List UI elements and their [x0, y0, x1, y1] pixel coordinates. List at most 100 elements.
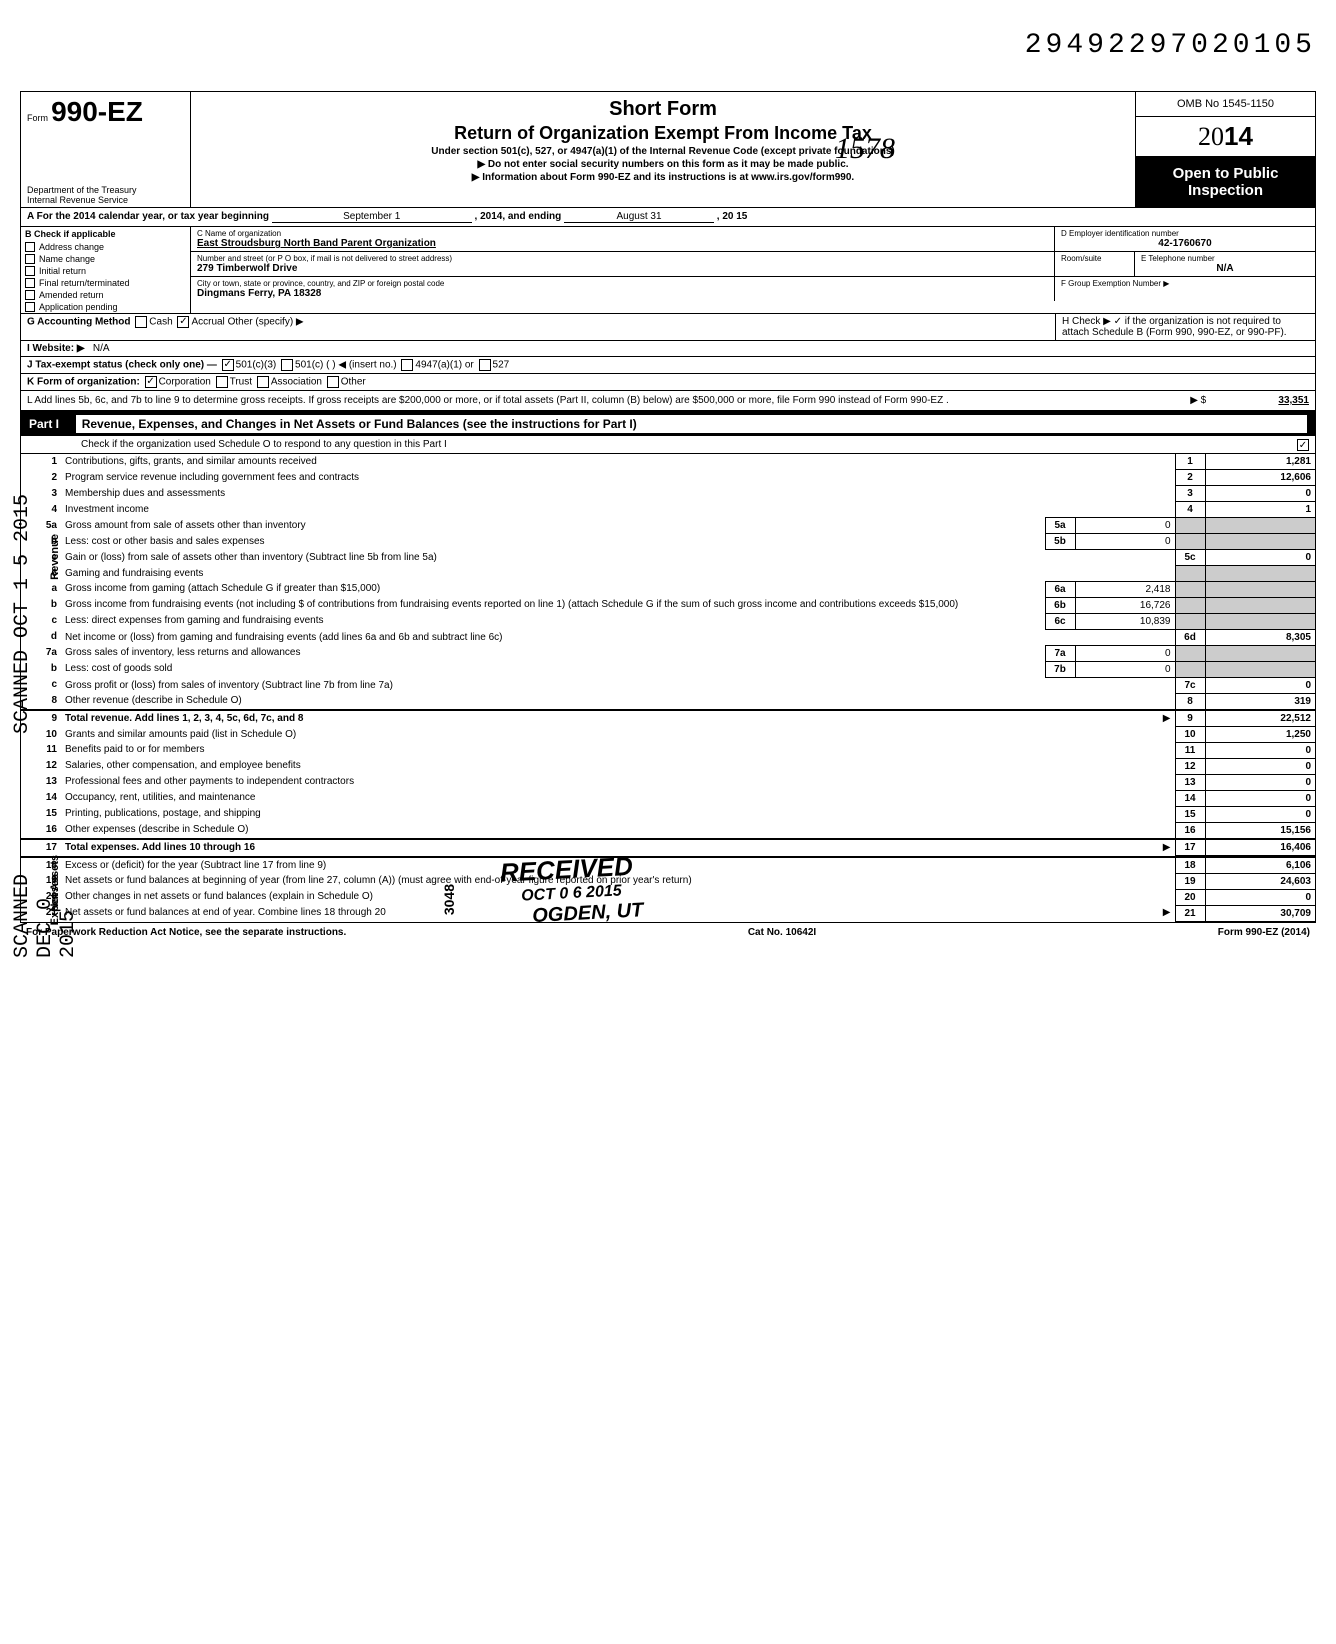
- ein-value: 42-1760670: [1061, 238, 1309, 249]
- chk-cash[interactable]: [135, 316, 147, 328]
- tax-year-end[interactable]: August 31: [564, 211, 714, 223]
- chk-501c3[interactable]: ✓: [222, 359, 234, 371]
- chk-application-pending[interactable]: Application pending: [21, 301, 190, 313]
- chk-final-return[interactable]: Final return/terminated: [21, 277, 190, 289]
- footer: For Paperwork Reduction Act Notice, see …: [20, 923, 1316, 942]
- stamp-3048: 3048: [441, 884, 457, 915]
- line-12: 12Salaries, other compensation, and empl…: [21, 758, 1315, 774]
- stamp-scanned-oct: SCANNED OCT 1 5 2015: [11, 494, 34, 734]
- line-7a: 7a Gross sales of inventory, less return…: [21, 645, 1315, 661]
- subtitle-section: Under section 501(c), 527, or 4947(a)(1)…: [199, 146, 1127, 157]
- stamp-1578: 1578: [835, 132, 895, 166]
- part-1-header: Part I Revenue, Expenses, and Changes in…: [21, 412, 1315, 436]
- form-prefix: Form: [27, 113, 48, 123]
- chk-other-org[interactable]: [327, 376, 339, 388]
- label-org-name: C Name of organization: [197, 229, 1048, 238]
- line-20: 20Other changes in net assets or fund ba…: [21, 889, 1315, 905]
- header-right: OMB No 1545-1150 20201414 Open to Public…: [1135, 92, 1315, 207]
- revenue-table: 1Contributions, gifts, grants, and simil…: [21, 454, 1315, 727]
- tax-year: 20201414: [1136, 117, 1315, 157]
- phone-value: N/A: [1141, 263, 1309, 274]
- box-b-check-applicable: B Check if applicable Address change Nam…: [21, 227, 191, 313]
- line-4: 4Investment income41: [21, 502, 1315, 518]
- line-2: 2Program service revenue including gover…: [21, 470, 1315, 486]
- form-number: 990-EZ: [51, 96, 143, 127]
- subtitle-info: ▶ Information about Form 990-EZ and its …: [199, 172, 1127, 183]
- line-10: 10Grants and similar amounts paid (list …: [21, 727, 1315, 743]
- form-header: Form 990-EZ Department of the Treasury I…: [21, 92, 1315, 208]
- expenses-table: 10Grants and similar amounts paid (list …: [21, 727, 1315, 856]
- section-label-revenue: Revenue: [49, 534, 61, 580]
- line-13: 13Professional fees and other payments t…: [21, 774, 1315, 790]
- chk-association[interactable]: [257, 376, 269, 388]
- line-16: 16Other expenses (describe in Schedule O…: [21, 822, 1315, 839]
- subtitle-ssn: ▶ Do not enter social security numbers o…: [199, 159, 1127, 170]
- label-street: Number and street (or P O box, if mail i…: [197, 254, 1048, 263]
- chk-address-change[interactable]: Address change: [21, 241, 190, 253]
- chk-corporation[interactable]: ✓: [145, 376, 157, 388]
- page-id-number: 29492297020105: [20, 30, 1316, 61]
- title-return: Return of Organization Exempt From Incom…: [199, 123, 1127, 144]
- open-to-public: Open to Public Inspection: [1136, 157, 1315, 207]
- line-5a: 5a Gross amount from sale of assets othe…: [21, 518, 1315, 534]
- section-label-net-assets: Net Assets: [49, 855, 61, 911]
- line-5c: c Gain or (loss) from sale of assets oth…: [21, 550, 1315, 566]
- website-value[interactable]: N/A: [93, 343, 110, 354]
- line-21: 21Net assets or fund balances at end of …: [21, 905, 1315, 921]
- line-6-header: 6 Gaming and fundraising events: [21, 566, 1315, 582]
- footer-form-ref: Form 990-EZ (2014): [1218, 927, 1310, 938]
- line-19: 19Net assets or fund balances at beginni…: [21, 873, 1315, 889]
- chk-501c[interactable]: [281, 359, 293, 371]
- line-8: 8 Other revenue (describe in Schedule O)…: [21, 693, 1315, 710]
- chk-schedule-b[interactable]: ✓: [1114, 316, 1122, 327]
- chk-accrual[interactable]: ✓: [177, 316, 189, 328]
- line-a-tax-year: A For the 2014 calendar year, or tax yea…: [21, 208, 1315, 227]
- footer-cat-no: Cat No. 10642I: [748, 927, 816, 938]
- org-name[interactable]: East Stroudsburg North Band Parent Organ…: [197, 238, 1048, 249]
- line-14: 14Occupancy, rent, utilities, and mainte…: [21, 790, 1315, 806]
- line-j-tax-exempt: J Tax-exempt status (check only one) — ✓…: [21, 357, 1315, 374]
- tax-year-begin[interactable]: September 1: [272, 211, 472, 223]
- title-short-form: Short Form: [199, 98, 1127, 121]
- line-7b: b Less: cost of goods sold 7b 0: [21, 661, 1315, 677]
- line-7c: c Gross profit or (loss) from sales of i…: [21, 677, 1315, 693]
- line-17-total-expenses: 17 Total expenses. Add lines 10 through …: [21, 839, 1315, 856]
- line-6d: d Net income or (loss) from gaming and f…: [21, 629, 1315, 645]
- chk-trust[interactable]: [216, 376, 228, 388]
- chk-amended-return[interactable]: Amended return: [21, 289, 190, 301]
- chk-527[interactable]: [479, 359, 491, 371]
- label-phone: E Telephone number: [1141, 254, 1309, 263]
- line-3: 3Membership dues and assessments30: [21, 486, 1315, 502]
- line-11: 11Benefits paid to or for members110: [21, 742, 1315, 758]
- line-18: 18Excess or (deficit) for the year (Subt…: [21, 857, 1315, 874]
- omb-number: OMB No 1545-1150: [1136, 92, 1315, 117]
- city-value[interactable]: Dingmans Ferry, PA 18328: [197, 288, 1048, 299]
- box-h: H Check ▶ ✓ if the organization is not r…: [1055, 314, 1315, 340]
- line-k-form-org: K Form of organization: ✓Corporation Tru…: [21, 374, 1315, 391]
- line-6a: a Gross income from gaming (attach Sched…: [21, 581, 1315, 597]
- line-i-website: I Website: ▶ N/A: [21, 341, 1315, 357]
- header-center: Short Form Return of Organization Exempt…: [191, 92, 1135, 207]
- dept-treasury: Department of the Treasury Internal Reve…: [27, 185, 184, 205]
- line-l-gross-receipts: L Add lines 5b, 6c, and 7b to line 9 to …: [21, 391, 1315, 412]
- chk-name-change[interactable]: Name change: [21, 253, 190, 265]
- chk-4947a1[interactable]: [401, 359, 413, 371]
- street-addr[interactable]: 279 Timberwolf Drive: [197, 263, 1048, 274]
- label-group-exemption: F Group Exemption Number ▶: [1061, 279, 1309, 288]
- chk-initial-return[interactable]: Initial return: [21, 265, 190, 277]
- line-g-h: G Accounting Method Cash ✓Accrual Other …: [21, 314, 1315, 341]
- line-1: 1Contributions, gifts, grants, and simil…: [21, 454, 1315, 470]
- chk-schedule-o[interactable]: ✓: [1297, 439, 1309, 451]
- block-b-through-f: B Check if applicable Address change Nam…: [21, 227, 1315, 314]
- stamp-scanned-dec: SCANNED DEC 0 2015: [11, 874, 80, 958]
- header-left: Form 990-EZ Department of the Treasury I…: [21, 92, 191, 207]
- part-1-schedule-o-check: Check if the organization used Schedule …: [21, 436, 1315, 454]
- gross-receipts-value: 33,351: [1209, 395, 1309, 406]
- line-6b: b Gross income from fundraising events (…: [21, 597, 1315, 613]
- label-ein: D Employer identification number: [1061, 229, 1309, 238]
- line-5b: b Less: cost or other basis and sales ex…: [21, 534, 1315, 550]
- form-990ez: Form 990-EZ Department of the Treasury I…: [20, 91, 1316, 923]
- line-6c: c Less: direct expenses from gaming and …: [21, 613, 1315, 629]
- box-c-through-f: C Name of organization East Stroudsburg …: [191, 227, 1315, 313]
- label-city: City or town, state or province, country…: [197, 279, 1048, 288]
